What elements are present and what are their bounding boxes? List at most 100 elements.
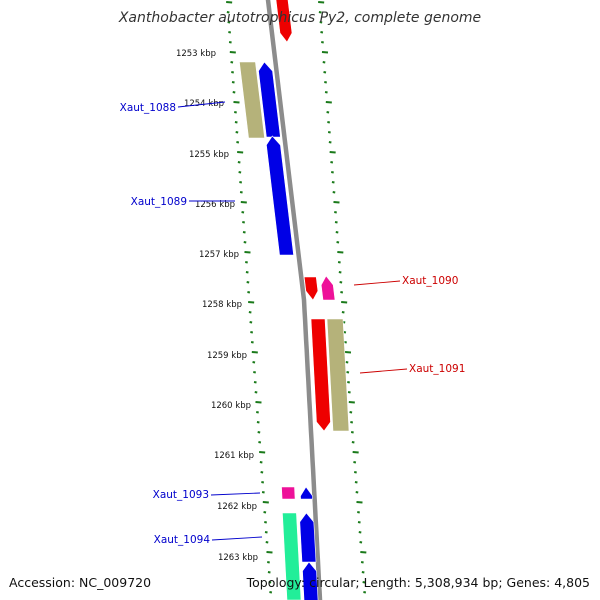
- tick-inner: [269, 591, 273, 594]
- tick-outer: [333, 201, 340, 204]
- tick-outer: [322, 61, 326, 64]
- tick-inner: [254, 391, 258, 394]
- tick-inner: [256, 411, 259, 414]
- gene-block-xaut-1093: [281, 486, 296, 500]
- tick-inner: [238, 171, 242, 174]
- gene-leader-line: [353, 280, 401, 286]
- gene-leader-line: [359, 368, 408, 374]
- gene-block-xaut-1091: [326, 318, 350, 432]
- gene-block-green: [282, 512, 302, 600]
- tick-outer: [338, 271, 342, 274]
- tick-outer: [344, 351, 352, 354]
- tick-inner: [231, 71, 234, 74]
- gene-block-khaki: [239, 61, 265, 139]
- gene-arrow-xaut-1090a: [303, 276, 319, 301]
- kbp-label: 1253 kbp: [176, 49, 216, 59]
- kbp-label: 1263 kbp: [218, 553, 258, 563]
- tick-outer: [331, 181, 335, 184]
- tick-outer: [346, 371, 350, 374]
- tick-outer: [320, 31, 324, 34]
- kbp-label: 1257 kbp: [199, 250, 239, 260]
- tick-inner: [231, 81, 235, 84]
- tick-inner: [250, 341, 254, 344]
- tick-outer: [329, 151, 336, 154]
- tick-outer: [321, 41, 324, 44]
- tick-outer: [339, 281, 343, 284]
- tick-inner: [243, 241, 247, 244]
- tick-outer: [353, 471, 357, 474]
- kbp-label: 1256 kbp: [195, 200, 235, 210]
- tick-inner: [253, 381, 257, 384]
- tick-outer: [360, 551, 367, 554]
- tick-outer: [347, 391, 351, 394]
- tick-inner: [267, 571, 271, 574]
- tick-inner: [236, 141, 240, 144]
- gene-arrow-bottom-blue: [302, 561, 319, 600]
- tick-outer: [340, 291, 344, 294]
- tick-inner: [256, 421, 260, 424]
- tick-outer: [330, 161, 334, 164]
- tick-inner: [234, 111, 237, 114]
- tick-outer: [360, 561, 364, 564]
- tick-inner: [262, 501, 269, 504]
- kbp-label: 1259 kbp: [207, 351, 247, 361]
- tick-outer: [325, 101, 332, 104]
- accession-text: Accession: NC_009720: [9, 575, 152, 590]
- tick-outer: [352, 451, 359, 454]
- tick-inner: [245, 271, 249, 274]
- tick-inner: [246, 281, 250, 284]
- gene-arrow-xaut-1090: [320, 275, 336, 301]
- tick-inner: [230, 61, 234, 64]
- tick-inner: [264, 521, 267, 524]
- genome-backbone: [265, 0, 323, 600]
- tick-outer: [355, 491, 359, 494]
- tick-inner: [237, 151, 244, 154]
- tick-inner: [251, 351, 258, 354]
- tick-outer: [351, 441, 355, 444]
- tick-outer: [356, 501, 363, 504]
- tick-inner: [266, 551, 273, 554]
- tick-inner: [226, 11, 230, 14]
- tick-inner: [252, 361, 256, 364]
- tick-inner: [235, 131, 239, 134]
- tick-inner: [244, 251, 251, 254]
- tick-outer: [358, 531, 362, 534]
- gene-label: Xaut_1093: [153, 489, 209, 501]
- tick-outer: [324, 81, 327, 84]
- tick-outer: [361, 571, 365, 574]
- gene-arrow-xaut-1091a: [310, 318, 331, 432]
- tick-outer: [354, 481, 358, 484]
- gene-label: Xaut_1089: [131, 196, 187, 208]
- gene-leader-line: [177, 101, 226, 108]
- tick-outer: [350, 421, 354, 424]
- gene-label: Xaut_1090: [402, 275, 458, 287]
- tick-inner: [233, 101, 240, 104]
- gene-label: Xaut_1088: [120, 102, 176, 114]
- tick-inner: [255, 401, 262, 404]
- tick-outer: [332, 191, 336, 194]
- tick-outer: [349, 411, 353, 414]
- tick-outer: [350, 431, 354, 434]
- tick-outer: [347, 381, 350, 384]
- tick-inner: [240, 201, 247, 204]
- tick-outer: [327, 121, 331, 124]
- tick-outer: [335, 231, 339, 234]
- tick-outer: [344, 341, 347, 344]
- tick-inner: [242, 221, 245, 224]
- tick-inner: [234, 121, 238, 124]
- tick-outer: [319, 21, 323, 24]
- tick-inner: [267, 561, 270, 564]
- tick-outer: [345, 361, 349, 364]
- tick-outer: [318, 1, 325, 4]
- tick-outer: [363, 591, 367, 594]
- tick-inner: [245, 261, 248, 264]
- tick-inner: [253, 371, 256, 374]
- tick-outer: [321, 51, 329, 54]
- gene-leader-line: [211, 536, 263, 541]
- tick-inner: [232, 91, 236, 94]
- tick-inner: [239, 181, 243, 184]
- tick-outer: [353, 461, 357, 464]
- tick-inner: [261, 481, 265, 484]
- tick-outer: [318, 11, 322, 14]
